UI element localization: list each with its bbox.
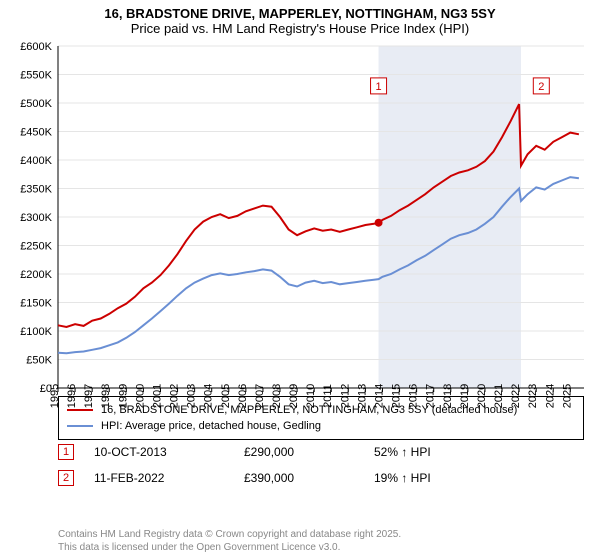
svg-text:£400K: £400K [20,155,52,167]
sale-date-2: 11-FEB-2022 [94,471,244,485]
footer-attribution: Contains HM Land Registry data © Crown c… [58,529,584,554]
svg-text:£300K: £300K [20,212,52,224]
legend-item-price: 16, BRADSTONE DRIVE, MAPPERLEY, NOTTINGH… [67,402,575,418]
legend-label-price: 16, BRADSTONE DRIVE, MAPPERLEY, NOTTINGH… [101,404,517,416]
svg-text:2: 2 [538,81,544,93]
footer-line-1: Contains HM Land Registry data © Crown c… [58,529,584,542]
sale-price-2: £390,000 [244,471,374,485]
sale-row-2: 2 11-FEB-2022 £390,000 19% ↑ HPI [58,470,584,486]
chart-plot-area: £0£50K£100K£150K£200K£250K£300K£350K£400… [58,46,584,388]
legend-swatch-price [67,409,93,411]
legend-label-hpi: HPI: Average price, detached house, Gedl… [101,420,321,432]
sale-delta-2: 19% ↑ HPI [374,471,431,485]
svg-text:£200K: £200K [20,269,52,281]
footer-line-2: This data is licensed under the Open Gov… [58,542,584,555]
legend-box: 16, BRADSTONE DRIVE, MAPPERLEY, NOTTINGH… [58,396,584,440]
svg-text:£600K: £600K [20,41,52,53]
svg-text:£550K: £550K [20,70,52,82]
sale-date-1: 10-OCT-2013 [94,445,244,459]
svg-text:£100K: £100K [20,326,52,338]
svg-text:£500K: £500K [20,98,52,110]
legend-item-hpi: HPI: Average price, detached house, Gedl… [67,418,575,434]
svg-text:£350K: £350K [20,184,52,196]
sale-row-1: 1 10-OCT-2013 £290,000 52% ↑ HPI [58,444,584,460]
title-subtitle: Price paid vs. HM Land Registry's House … [10,21,590,36]
title-address: 16, BRADSTONE DRIVE, MAPPERLEY, NOTTINGH… [10,6,590,21]
sale-delta-1: 52% ↑ HPI [374,445,431,459]
sale-marker-1: 1 [58,444,74,460]
legend-swatch-hpi [67,425,93,427]
svg-text:£50K: £50K [26,355,52,367]
svg-text:£150K: £150K [20,298,52,310]
title-block: 16, BRADSTONE DRIVE, MAPPERLEY, NOTTINGH… [0,0,600,38]
chart-svg: £0£50K£100K£150K£200K£250K£300K£350K£400… [58,46,584,418]
sale-price-1: £290,000 [244,445,374,459]
svg-text:£250K: £250K [20,241,52,253]
svg-text:1: 1 [375,81,381,93]
chart-container: 16, BRADSTONE DRIVE, MAPPERLEY, NOTTINGH… [0,0,600,560]
sale-marker-2: 2 [58,470,74,486]
svg-text:£450K: £450K [20,127,52,139]
